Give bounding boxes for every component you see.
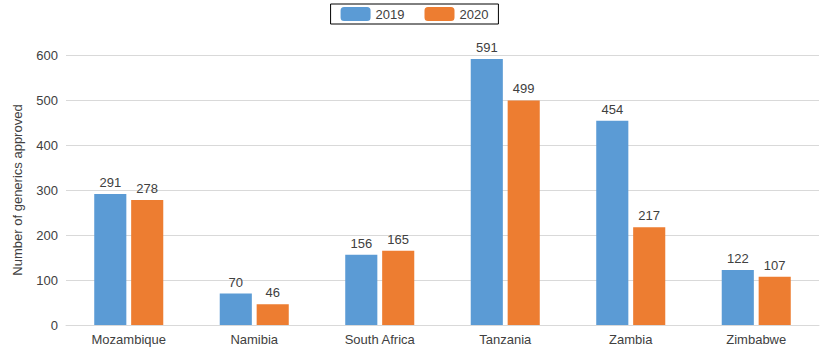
svg-text:Tanzania: Tanzania bbox=[479, 332, 532, 347]
svg-text:454: 454 bbox=[601, 102, 623, 117]
svg-text:499: 499 bbox=[513, 81, 535, 96]
svg-text:500: 500 bbox=[36, 93, 58, 108]
svg-text:400: 400 bbox=[36, 138, 58, 153]
svg-text:Zimbabwe: Zimbabwe bbox=[726, 332, 786, 347]
svg-text:291: 291 bbox=[99, 175, 121, 190]
svg-text:Zambia: Zambia bbox=[609, 332, 653, 347]
svg-text:Namibia: Namibia bbox=[230, 332, 278, 347]
svg-text:South Africa: South Africa bbox=[345, 332, 416, 347]
svg-text:2019: 2019 bbox=[376, 7, 405, 22]
svg-text:Number of generics approved: Number of generics approved bbox=[10, 104, 25, 275]
svg-text:100: 100 bbox=[36, 273, 58, 288]
svg-text:200: 200 bbox=[36, 228, 58, 243]
svg-text:600: 600 bbox=[36, 48, 58, 63]
svg-text:2020: 2020 bbox=[460, 7, 489, 22]
svg-text:591: 591 bbox=[476, 40, 498, 55]
svg-text:70: 70 bbox=[229, 275, 243, 290]
svg-text:0: 0 bbox=[51, 318, 58, 333]
svg-text:165: 165 bbox=[387, 232, 409, 247]
svg-text:156: 156 bbox=[350, 236, 372, 251]
svg-text:278: 278 bbox=[136, 181, 158, 196]
svg-text:107: 107 bbox=[764, 258, 786, 273]
svg-text:300: 300 bbox=[36, 183, 58, 198]
svg-text:122: 122 bbox=[727, 251, 749, 266]
svg-text:46: 46 bbox=[265, 285, 279, 300]
svg-text:Mozambique: Mozambique bbox=[92, 332, 166, 347]
svg-text:217: 217 bbox=[638, 208, 660, 223]
